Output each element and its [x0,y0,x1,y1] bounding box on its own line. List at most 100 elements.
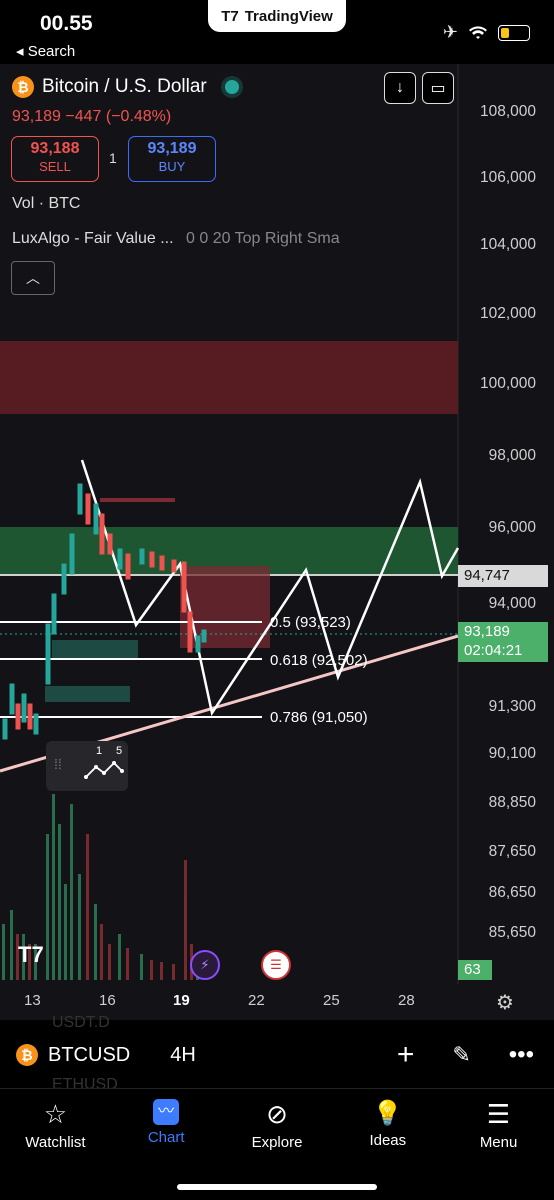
price-tick: 106,000 [479,169,536,186]
sell-price: 93,188 [30,140,80,157]
price-tick: 90,100 [488,745,536,762]
last-price: 93,189 [464,623,510,640]
indicator-params: 0 0 20 Top Right Sma [186,230,340,247]
more-options-icon[interactable]: ••• [508,1041,534,1068]
chart-settings-gear-icon[interactable]: ⚙ [496,992,514,1014]
tab-label: Explore [251,1134,303,1151]
buy-button[interactable]: 93,189 BUY [128,136,216,182]
price-tick: 102,000 [479,305,536,322]
volume-tag: 63 [458,960,492,980]
short-position-box [180,566,270,648]
supply-zone [0,341,458,414]
tradingview-watermark-icon: T7 [18,942,44,967]
add-plus-icon[interactable]: + [396,1038,415,1071]
tab-chart[interactable]: 〰 Chart [111,1089,222,1159]
price-tick: 85,650 [488,924,536,941]
bitcoin-icon: ₿ [12,76,34,98]
fib-label: 0.5 (93,523) [270,614,351,631]
home-indicator[interactable] [177,1184,377,1190]
lightbulb-icon: 💡 [372,1100,403,1127]
us-flag-event-icon[interactable]: ☰ [261,950,291,980]
symbol-header[interactable]: ₿ Bitcoin / U.S. Dollar [12,76,239,98]
status-icons: ✈ [443,22,530,43]
app-name: TradingView [244,7,333,25]
fullscreen-button[interactable]: ▭ [422,72,454,104]
tab-watchlist[interactable]: ☆ Watchlist [0,1089,111,1159]
price-tick: 100,000 [479,375,536,392]
ai-event-icon[interactable]: ⚡ [190,950,220,980]
drag-handle-icon[interactable]: ⁞⁞ [54,756,62,772]
tradingview-logo-icon: T7 [221,7,239,25]
tab-menu[interactable]: ☰ Menu [443,1089,554,1159]
ghost-ticker: USDT.D [52,1014,110,1031]
back-to-search-link[interactable]: ◂ Search [16,43,76,60]
bar-countdown: 02:04:21 [464,642,523,659]
download-button[interactable]: ↓ [384,72,416,104]
tab-label: Watchlist [25,1134,86,1151]
price-tick: 96,000 [488,519,536,536]
toolbar-ticker: BTCUSD [48,1043,131,1066]
app-indicator-pill[interactable]: T7 TradingView [208,0,346,32]
pattern-point-label: 1 [96,745,103,757]
drawing-tool-widget[interactable]: ⁞⁞ 1 5 [46,741,128,791]
tab-ideas[interactable]: 💡 Ideas [332,1089,443,1159]
price-change: 93,189 −447 (−0.48%) [12,108,172,125]
fib-label: 0.618 (92,502) [270,652,368,669]
chart-icon: 〰 [153,1099,180,1125]
drawing-pen-icon[interactable]: ✎ [452,1042,471,1067]
price-tick: 88,850 [488,794,536,811]
tab-explore[interactable]: ⊘ Explore [222,1089,333,1159]
buy-price: 93,189 [147,140,197,157]
time-tick: 28 [398,992,415,1009]
indicator-name: LuxAlgo - Fair Value ... [12,230,174,247]
indicator-legend[interactable]: LuxAlgo - Fair Value ... 0 0 20 Top Righ… [12,230,340,248]
battery-icon [498,24,530,41]
wifi-icon [469,25,487,39]
price-tick: 87,650 [488,843,536,860]
pattern-tool-icon [84,761,124,779]
price-tick: 104,000 [479,236,536,253]
compass-icon: ⊘ [266,1099,288,1129]
time-tick: 13 [24,992,41,1009]
tab-label: Chart [147,1129,185,1146]
clock: 00.55 [40,12,93,35]
arrow-down-icon: ↓ [396,79,404,96]
last-price-tag: 93,189 02:04:21 [458,622,548,662]
level-price-tag: 94,747 [458,565,548,587]
price-tick: 98,000 [488,447,536,464]
pattern-point-label: 5 [116,745,123,757]
chart-drawing-layer[interactable] [0,64,554,1020]
time-tick: 25 [323,992,340,1009]
volume-bars [2,794,199,980]
chevron-up-icon: ︿ [26,270,40,286]
price-tick: 108,000 [479,103,536,120]
volume-legend[interactable]: Vol · BTC [12,195,81,212]
buy-label: BUY [158,159,186,174]
candlesticks [2,483,207,740]
chart-toolbar: ₿ BTCUSD 4H + ✎ ••• [0,1032,554,1078]
market-open-dot-icon [224,80,239,94]
interval-selector[interactable]: 4H [170,1043,196,1066]
bitcoin-icon: ₿ [16,1044,38,1066]
time-tick: 19 [173,992,190,1009]
collapse-legend-button[interactable]: ︿ [11,261,55,295]
tab-bar: ☆ Watchlist 〰 Chart ⊘ Explore 💡 Ideas ☰ … [0,1088,554,1159]
bottom-panel [0,1020,554,1200]
price-tick: 86,650 [488,884,536,901]
time-tick: 16 [99,992,116,1009]
tab-label: Menu [479,1134,518,1151]
symbol-selector[interactable]: ₿ BTCUSD [16,1044,130,1067]
price-tick: 94,000 [488,595,536,612]
sell-label: SELL [39,159,71,174]
order-quantity[interactable]: 1 [109,150,117,166]
time-tick: 22 [248,992,265,1009]
fib-label: 0.786 (91,050) [270,709,368,726]
sell-button[interactable]: 93,188 SELL [11,136,99,182]
fullscreen-icon: ▭ [430,80,446,97]
airplane-icon: ✈ [442,22,458,42]
star-icon: ☆ [43,1099,68,1129]
menu-icon: ☰ [486,1099,511,1129]
symbol-name: Bitcoin / U.S. Dollar [42,76,207,97]
tab-label: Ideas [369,1132,407,1149]
price-tick: 91,300 [488,698,536,715]
